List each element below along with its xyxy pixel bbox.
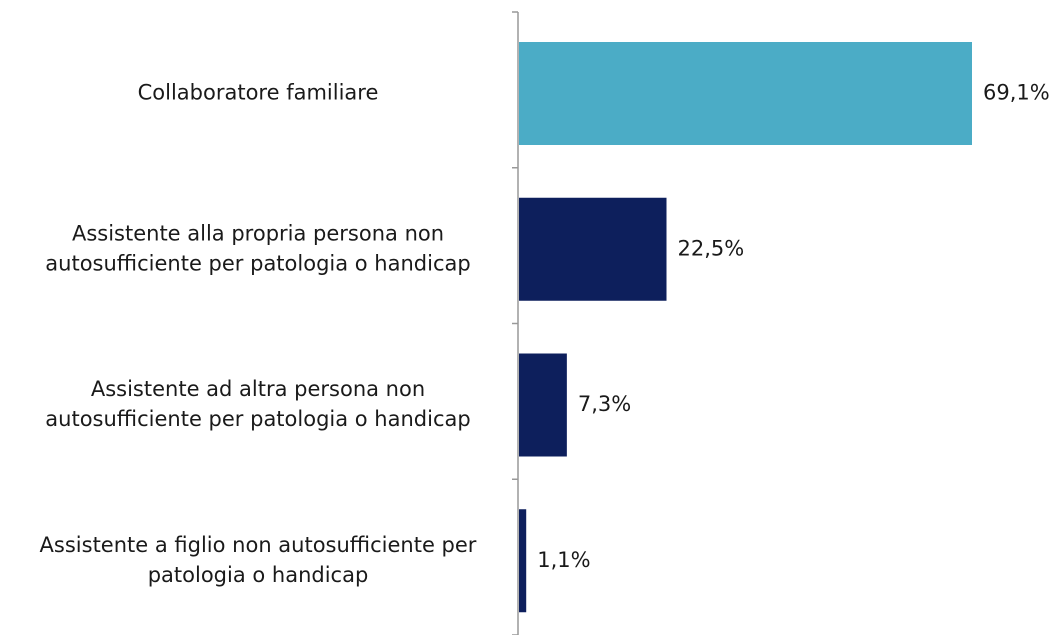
data-label: 69,1% bbox=[983, 81, 1050, 105]
category-tick-label: patologia o handicap bbox=[148, 563, 369, 587]
category-tick-label: Assistente a figlio non autosufficiente … bbox=[40, 533, 477, 557]
category-tick-label: autosufficiente per patologia o handicap bbox=[45, 251, 470, 275]
data-label: 7,3% bbox=[578, 392, 631, 416]
category-tick-label: Assistente alla propria persona non bbox=[72, 221, 444, 245]
category-tick-label: Assistente ad altra persona non bbox=[91, 377, 425, 401]
category-tick-label: autosufficiente per patologia o handicap bbox=[45, 407, 470, 431]
bar bbox=[519, 197, 667, 301]
data-label: 22,5% bbox=[678, 236, 745, 260]
bar bbox=[519, 42, 972, 145]
data-label: 1,1% bbox=[537, 548, 590, 572]
bar bbox=[519, 509, 527, 613]
category-tick-label: Collaboratore familiare bbox=[138, 81, 379, 105]
bar bbox=[519, 353, 567, 457]
